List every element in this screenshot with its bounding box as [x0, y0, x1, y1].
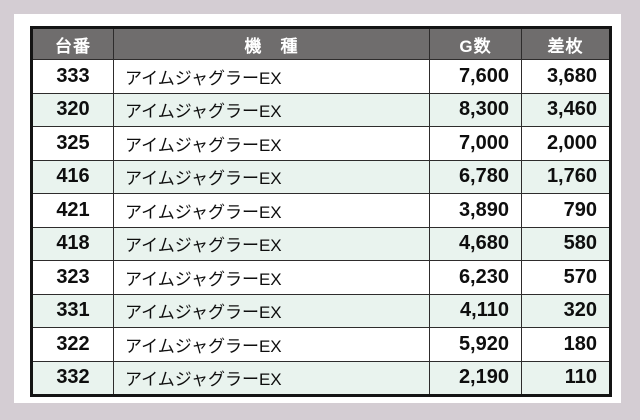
col-header-machine-number: 台番 — [31, 27, 114, 60]
machine-number: 421 — [31, 193, 114, 228]
game-count: 3,890 — [429, 193, 522, 228]
machine-model: アイムジャグラーEX — [113, 293, 430, 328]
coin-diff: 570 — [521, 260, 611, 295]
machine-model: アイムジャグラーEX — [113, 59, 430, 94]
machine-model: アイムジャグラーEX — [113, 193, 430, 228]
machine-model: アイムジャグラーEX — [113, 260, 430, 295]
machine-number: 418 — [31, 226, 114, 261]
machine-number: 325 — [31, 126, 114, 161]
table-row: 322 アイムジャグラーEX 5,920 180 — [31, 327, 611, 362]
machine-model: アイムジャグラーEX — [113, 327, 430, 362]
game-count: 5,920 — [429, 327, 522, 362]
table-row: 418 アイムジャグラーEX 4,680 580 — [31, 226, 611, 261]
table-row: 325 アイムジャグラーEX 7,000 2,000 — [31, 126, 611, 161]
coin-diff: 790 — [521, 193, 611, 228]
game-count: 4,680 — [429, 226, 522, 261]
machine-model: アイムジャグラーEX — [113, 226, 430, 261]
header-row: 台番 機 種 G数 差枚 — [31, 27, 611, 60]
game-count: 4,110 — [429, 293, 522, 328]
machine-number: 331 — [31, 293, 114, 328]
coin-diff: 320 — [521, 293, 611, 328]
machine-results-table: 台番 機 種 G数 差枚 333 アイムジャグラーEX 7,600 3,680 … — [30, 26, 612, 397]
table-row: 333 アイムジャグラーEX 7,600 3,680 — [31, 59, 611, 94]
game-count: 7,000 — [429, 126, 522, 161]
machine-number: 333 — [31, 59, 114, 94]
table-row: 323 アイムジャグラーEX 6,230 570 — [31, 260, 611, 295]
machine-number: 332 — [31, 360, 114, 396]
game-count: 6,230 — [429, 260, 522, 295]
coin-diff: 3,680 — [521, 59, 611, 94]
machine-number: 322 — [31, 327, 114, 362]
machine-model: アイムジャグラーEX — [113, 126, 430, 161]
table-header: 台番 機 種 G数 差枚 — [31, 27, 611, 60]
machine-model: アイムジャグラーEX — [113, 360, 430, 396]
col-header-game-count: G数 — [429, 27, 522, 60]
machine-model: アイムジャグラーEX — [113, 92, 430, 127]
table-body: 333 アイムジャグラーEX 7,600 3,680 320 アイムジャグラーE… — [31, 59, 611, 396]
coin-diff: 180 — [521, 327, 611, 362]
coin-diff: 1,760 — [521, 159, 611, 194]
table-row: 421 アイムジャグラーEX 3,890 790 — [31, 193, 611, 228]
machine-model: アイムジャグラーEX — [113, 159, 430, 194]
game-count: 7,600 — [429, 59, 522, 94]
table-row: 320 アイムジャグラーEX 8,300 3,460 — [31, 92, 611, 127]
machine-number: 320 — [31, 92, 114, 127]
game-count: 2,190 — [429, 360, 522, 396]
machine-number: 323 — [31, 260, 114, 295]
col-header-machine-model: 機 種 — [113, 27, 430, 60]
table-row: 331 アイムジャグラーEX 4,110 320 — [31, 293, 611, 328]
machine-number: 416 — [31, 159, 114, 194]
table-row: 332 アイムジャグラーEX 2,190 110 — [31, 360, 611, 396]
coin-diff: 580 — [521, 226, 611, 261]
coin-diff: 110 — [521, 360, 611, 396]
table-row: 416 アイムジャグラーEX 6,780 1,760 — [31, 159, 611, 194]
coin-diff: 3,460 — [521, 92, 611, 127]
game-count: 8,300 — [429, 92, 522, 127]
game-count: 6,780 — [429, 159, 522, 194]
table-card: 台番 機 種 G数 差枚 333 アイムジャグラーEX 7,600 3,680 … — [14, 14, 621, 403]
coin-diff: 2,000 — [521, 126, 611, 161]
col-header-coin-diff: 差枚 — [521, 27, 611, 60]
